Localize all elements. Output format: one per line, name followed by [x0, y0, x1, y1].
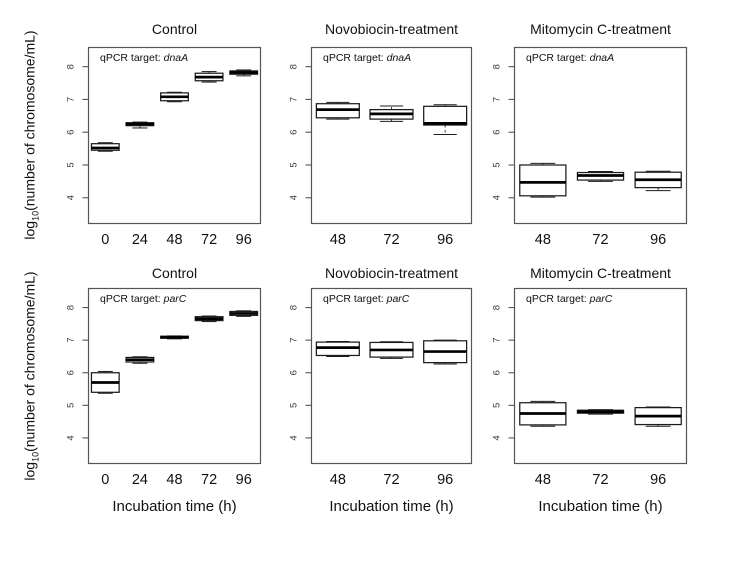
svg-text:6: 6 [66, 370, 77, 375]
boxplot-canvas-novobiocin-dnaa: 4 5 6 7 8 qPCR target: dnaA 48 72 96 [289, 46, 473, 248]
svg-text:72: 72 [592, 232, 608, 248]
svg-text:72: 72 [592, 472, 608, 488]
svg-text:48: 48 [330, 472, 346, 488]
x-axis-label: Incubation time (h) [538, 498, 663, 515]
y-axis-label-pre: log [21, 461, 38, 481]
svg-text:5: 5 [492, 403, 503, 408]
svg-text:7: 7 [289, 97, 300, 102]
panel-title-novobiocin-dnaa: Novobiocin-treatment [324, 21, 459, 37]
svg-text:7: 7 [492, 337, 503, 342]
x-axis-label: Incubation time (h) [329, 498, 454, 515]
svg-text:48: 48 [330, 232, 346, 248]
svg-text:96: 96 [650, 472, 666, 488]
svg-text:7: 7 [66, 337, 77, 342]
svg-text:7: 7 [289, 337, 300, 342]
svg-text:8: 8 [289, 64, 300, 69]
boxplot-canvas-mitomycin-parc: 4 5 6 7 8 qPCR target: parC 48 72 96 [492, 287, 688, 488]
svg-text:qPCR target: dnaA: qPCR target: dnaA [323, 52, 411, 64]
svg-text:6: 6 [492, 130, 503, 135]
svg-text:5: 5 [66, 403, 77, 408]
y-axis-label-post: (number of chromosome/mL) [21, 271, 38, 452]
svg-text:qPCR target: dnaA: qPCR target: dnaA [100, 52, 188, 64]
boxplot-canvas-control-parc: 4 5 6 7 8 qPCR target: parC 0 24 48 72 96 [66, 287, 262, 488]
y-axis-label-post: (number of chromosome/mL) [21, 30, 38, 211]
svg-text:48: 48 [535, 232, 551, 248]
svg-text:6: 6 [492, 370, 503, 375]
svg-text:7: 7 [66, 97, 77, 102]
svg-text:qPCR target: parC: qPCR target: parC [526, 293, 613, 305]
svg-text:24: 24 [132, 472, 148, 488]
svg-text:5: 5 [66, 162, 77, 167]
y-axis-label-pre: log [21, 220, 38, 240]
svg-text:72: 72 [383, 232, 399, 248]
svg-text:4: 4 [289, 195, 300, 200]
svg-text:qPCR target: parC: qPCR target: parC [100, 293, 187, 305]
svg-text:5: 5 [289, 162, 300, 167]
panel-title-novobiocin-parc: Novobiocin-treatment [324, 265, 459, 281]
y-axis-label-sub: 10 [30, 451, 41, 462]
svg-text:48: 48 [535, 472, 551, 488]
y-axis-label-sub: 10 [30, 210, 41, 221]
svg-text:96: 96 [236, 472, 252, 488]
svg-text:8: 8 [289, 305, 300, 310]
svg-text:6: 6 [289, 130, 300, 135]
svg-text:24: 24 [132, 232, 148, 248]
svg-text:0: 0 [101, 472, 109, 488]
svg-text:8: 8 [66, 64, 77, 69]
svg-text:96: 96 [236, 232, 252, 248]
panel-title-control-parc: Control [151, 265, 198, 281]
svg-text:96: 96 [437, 472, 453, 488]
svg-text:4: 4 [66, 195, 77, 200]
panel-title-control-dnaa: Control [151, 21, 198, 37]
svg-text:qPCR target: parC: qPCR target: parC [323, 293, 410, 305]
svg-text:48: 48 [166, 472, 182, 488]
svg-text:4: 4 [66, 435, 77, 440]
svg-text:4: 4 [492, 195, 503, 200]
svg-text:96: 96 [437, 232, 453, 248]
svg-text:5: 5 [492, 162, 503, 167]
panel-title-mitomycin-dnaa: Mitomycin C-treatment [530, 21, 671, 37]
svg-text:8: 8 [492, 64, 503, 69]
boxplot-canvas-mitomycin-dnaa: 4 5 6 7 8 qPCR target: dnaA 48 72 96 [492, 46, 688, 248]
svg-text:6: 6 [66, 130, 77, 135]
svg-text:96: 96 [650, 232, 666, 248]
y-axis-label: log10(number of chromosome/mL) [22, 30, 41, 239]
svg-text:4: 4 [289, 435, 300, 440]
svg-text:8: 8 [66, 305, 77, 310]
svg-text:72: 72 [383, 472, 399, 488]
svg-text:0: 0 [101, 232, 109, 248]
svg-text:72: 72 [201, 232, 217, 248]
panel-title-mitomycin-parc: Mitomycin C-treatment [530, 265, 671, 281]
svg-text:qPCR target: dnaA: qPCR target: dnaA [526, 52, 614, 64]
boxplot-canvas-control-dnaa: 4 5 6 7 8 qPCR target: dnaA 0 24 48 72 96 [66, 46, 262, 248]
svg-text:5: 5 [289, 403, 300, 408]
svg-text:48: 48 [166, 232, 182, 248]
svg-text:8: 8 [492, 305, 503, 310]
svg-text:6: 6 [289, 370, 300, 375]
boxplot-canvas-novobiocin-parc: 4 5 6 7 8 qPCR target: parC 48 72 96 [289, 287, 473, 488]
y-axis-label: log10(number of chromosome/mL) [22, 271, 41, 480]
svg-text:7: 7 [492, 97, 503, 102]
svg-text:72: 72 [201, 472, 217, 488]
svg-text:4: 4 [492, 435, 503, 440]
x-axis-label: Incubation time (h) [112, 498, 237, 515]
